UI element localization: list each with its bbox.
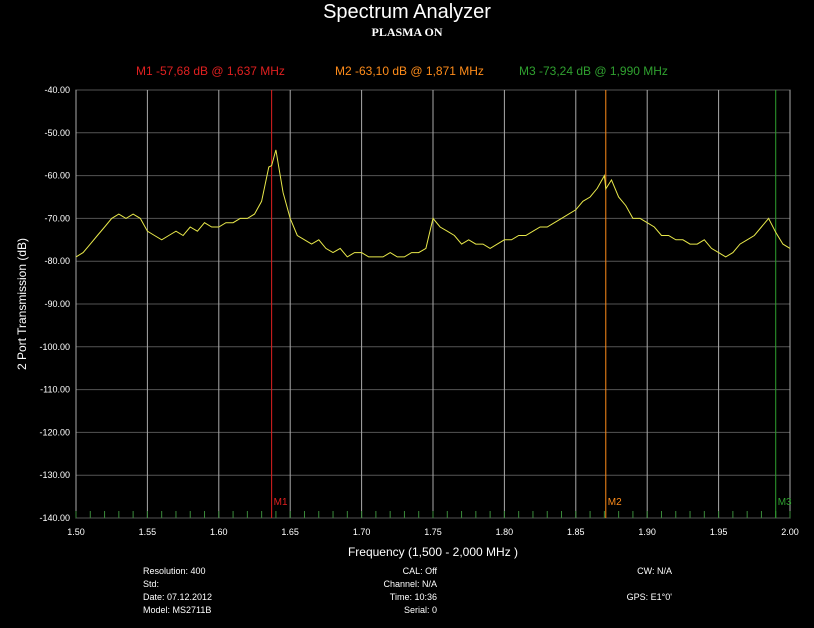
resolution-text: Resolution: 400 xyxy=(143,566,206,576)
y-axis-label: 2 Port Transmission (dB) xyxy=(15,238,29,370)
y-tick-label-4: -80.00 xyxy=(44,256,70,266)
x-axis-label: Frequency (1,500 - 2,000 MHz ) xyxy=(348,545,518,559)
y-tick-label-9: -130.00 xyxy=(39,470,70,480)
channel-text: Channel: N/A xyxy=(383,579,437,589)
x-tick-label-2: 1.60 xyxy=(210,527,228,537)
x-tick-label-3: 1.65 xyxy=(281,527,299,537)
footer-right-spacer xyxy=(592,578,672,591)
marker-lines: M1 M2 M3 xyxy=(271,90,792,518)
grid-lines xyxy=(75,89,791,519)
y-tick-label-5: -90.00 xyxy=(44,299,70,309)
marker-tag-m1: M1 xyxy=(274,497,288,508)
y-tick-label-8: -120.00 xyxy=(39,427,70,437)
x-tick-label-5: 1.75 xyxy=(424,527,442,537)
marker-tag-m2: M2 xyxy=(608,497,622,508)
y-tick-label-2: -60.00 xyxy=(44,171,70,181)
marker-m2-readout: M2 -63,10 dB @ 1,871 MHz xyxy=(335,64,484,78)
y-tick-label-7: -110.00 xyxy=(40,385,70,395)
chart-title: Spectrum Analyzer xyxy=(323,1,491,23)
x-tick-label-7: 1.85 xyxy=(567,527,585,537)
x-tick-label-9: 1.95 xyxy=(710,527,728,537)
marker-tag-m3: M3 xyxy=(778,497,792,508)
footer-right: CW: N/A GPS: E1°0' xyxy=(592,565,672,604)
x-tick-label-0: 1.50 xyxy=(67,527,85,537)
x-tick-label-1: 1.55 xyxy=(139,527,157,537)
chart-subtitle: PLASMA ON xyxy=(371,25,443,39)
y-tick-labels: -40.00 -50.00 -60.00 -70.00 -80.00 -90.00 -100… xyxy=(39,85,70,523)
std-text: Std: xyxy=(143,579,160,589)
x-tick-label-8: 1.90 xyxy=(638,527,656,537)
x-tick-label-4: 1.70 xyxy=(353,527,371,537)
footer-mid: CAL: Off Channel: N/A Time: 10:36 Serial… xyxy=(369,565,437,617)
spectrum-trace xyxy=(75,149,791,258)
time-text: Time: 10:36 xyxy=(389,592,437,602)
date-text: Date: 07.12.2012 xyxy=(143,592,213,602)
y-tick-label-10: -140.00 xyxy=(39,513,70,523)
minor-ticks xyxy=(75,511,791,518)
x-tick-label-10: 2.00 xyxy=(781,527,799,537)
cw-text: CW: N/A xyxy=(637,566,672,576)
y-tick-label-6: -100.00 xyxy=(39,342,70,352)
model-text: Model: MS2711B xyxy=(143,605,212,615)
y-tick-label-3: -70.00 xyxy=(44,213,70,223)
serial-text: Serial: 0 xyxy=(403,605,437,615)
gps-text: GPS: E1°0' xyxy=(626,592,672,602)
footer-left: Resolution: 400 Std: Date: 07.12.2012 Mo… xyxy=(143,565,212,617)
x-tick-labels: 1.50 1.55 1.60 1.65 1.70 1.75 1.80 1.85 1.90 1.95… xyxy=(67,527,799,537)
marker-m3-readout: M3 -73,24 dB @ 1,990 MHz xyxy=(519,64,668,78)
y-tick-label-0: -40.00 xyxy=(44,85,70,95)
y-tick-label-1: -50.00 xyxy=(44,128,70,138)
marker-m1-readout: M1 -57,68 dB @ 1,637 MHz xyxy=(136,64,285,78)
cal-text: CAL: Off xyxy=(402,566,437,576)
x-tick-label-6: 1.80 xyxy=(496,527,514,537)
